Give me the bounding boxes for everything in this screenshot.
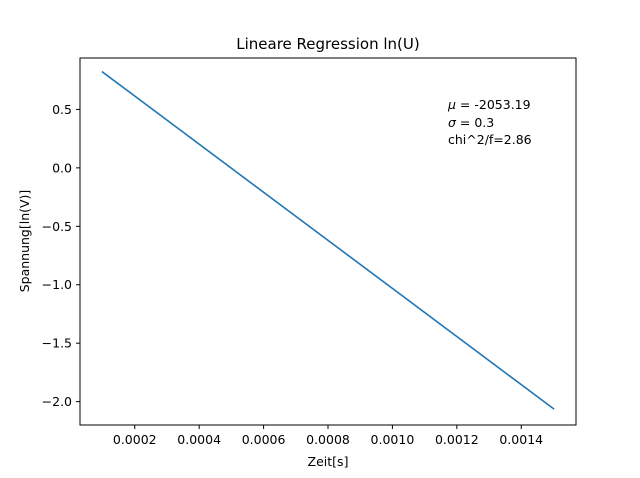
y-axis: 0.5 0.0 −0.5 −1.0 −1.5 −2.0: [42, 102, 80, 409]
chi-annotation: chi^2/f=2.86: [448, 132, 532, 147]
sigma-annotation: σ = 0.3: [448, 115, 494, 130]
mu-symbol: μ: [447, 97, 456, 112]
x-tick-label: 0.0010: [371, 432, 415, 447]
sigma-value: = 0.3: [456, 115, 494, 130]
sigma-symbol: σ: [448, 115, 457, 130]
y-tick-label: −0.5: [42, 219, 72, 234]
x-tick-label: 0.0002: [113, 432, 157, 447]
y-tick-label: −1.0: [42, 277, 72, 292]
x-tick-label: 0.0012: [435, 432, 479, 447]
stats-annotation: μ = -2053.19 σ = 0.3 chi^2/f=2.86: [447, 97, 532, 147]
y-tick-label: 0.5: [52, 102, 72, 117]
y-tick-label: −2.0: [42, 394, 72, 409]
x-tick-label: 0.0006: [242, 432, 286, 447]
x-tick-label: 0.0004: [177, 432, 221, 447]
series-line-regression: [101, 70, 555, 410]
mu-annotation: μ = -2053.19: [447, 97, 531, 112]
x-tick-label: 0.0014: [499, 432, 543, 447]
mu-value: = -2053.19: [456, 97, 531, 112]
y-tick-label: 0.0: [52, 160, 72, 175]
y-tick-label: −1.5: [42, 336, 72, 351]
y-axis-label: Spannung[ln(V)]: [17, 190, 32, 293]
chart-title: Lineare Regression ln(U): [236, 35, 419, 53]
x-axis-label: Zeit[s]: [308, 454, 349, 469]
x-tick-label: 0.0008: [306, 432, 350, 447]
series-layer: [101, 70, 555, 410]
x-axis: 0.0002 0.0004 0.0006 0.0008 0.0010 0.0012 0.00…: [113, 425, 543, 447]
